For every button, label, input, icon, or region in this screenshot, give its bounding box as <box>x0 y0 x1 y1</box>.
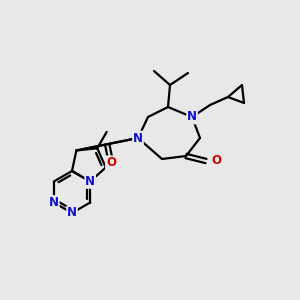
Text: N: N <box>85 175 95 188</box>
Text: N: N <box>187 110 197 124</box>
Text: N: N <box>67 206 77 220</box>
Text: O: O <box>211 154 221 167</box>
Text: O: O <box>106 156 116 169</box>
Text: N: N <box>49 196 59 209</box>
Text: N: N <box>133 131 143 145</box>
